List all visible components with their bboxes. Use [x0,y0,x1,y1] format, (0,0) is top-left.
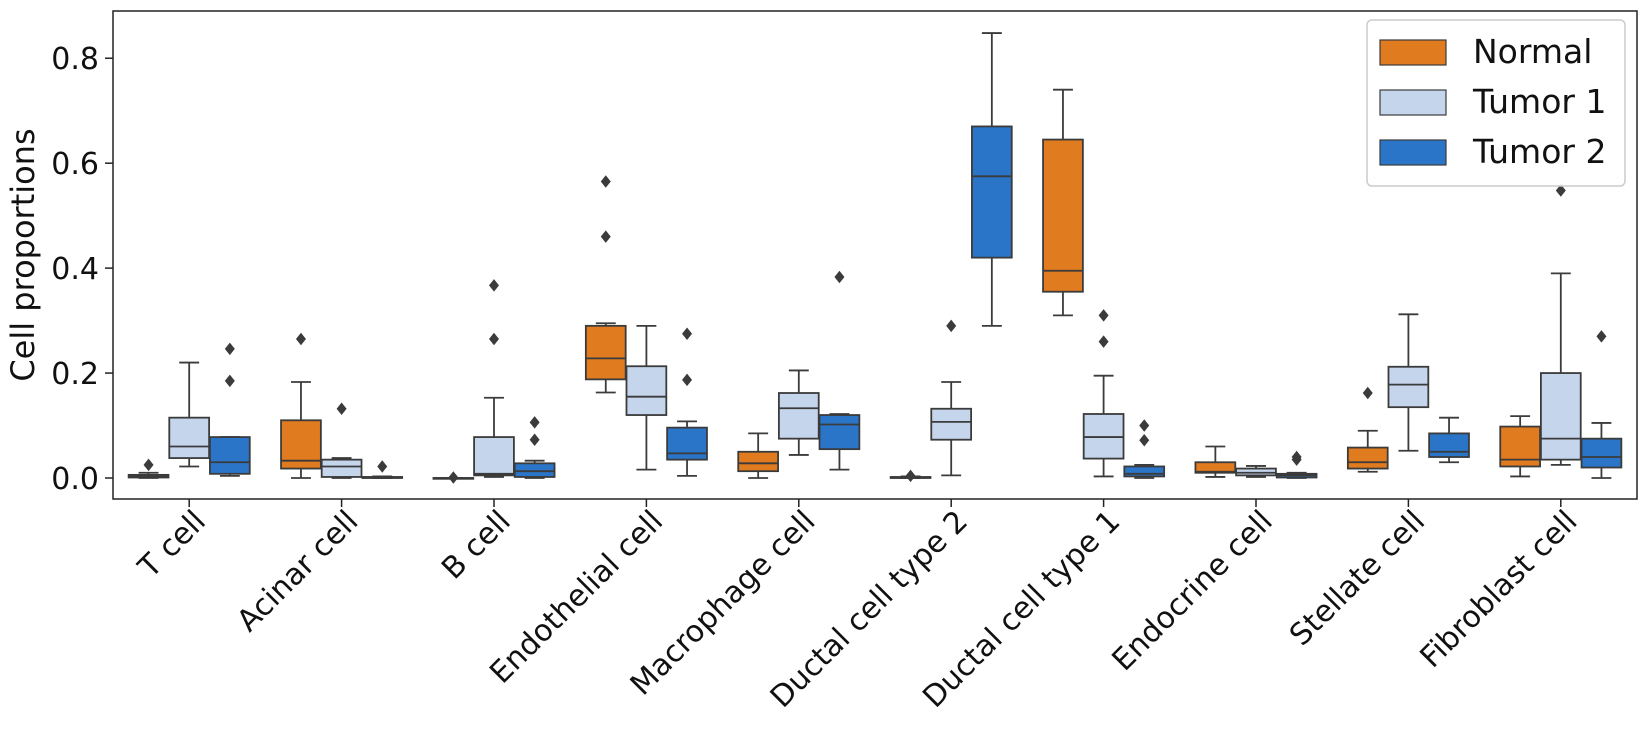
box-iqr [209,436,251,475]
outlier-point [448,471,459,484]
box-iqr [930,407,973,441]
legend-swatch [1379,89,1447,116]
box-iqr [1042,138,1084,293]
box-0-1 [280,332,322,479]
box-0-3 [584,175,627,394]
y-tick-label: 0.8 [51,42,99,77]
outlier-point [489,279,499,292]
box-0-8 [1346,386,1389,473]
box-0-2 [432,471,475,484]
box-1-6 [1082,309,1125,478]
box-2-7 [1275,450,1318,479]
outlier-point [946,319,957,333]
boxes-layer [127,32,1623,484]
box-0-5 [889,469,932,483]
box-iqr [818,414,861,451]
y-tick-label: 0.2 [51,357,99,392]
box-iqr [1580,437,1623,469]
y-axis-title: Cell proportions [4,128,42,381]
legend-label: Tumor 2 [1472,132,1606,171]
legend-swatch [1379,39,1447,66]
box-iqr [737,450,779,473]
legend-swatch [1379,139,1447,166]
box-iqr [584,324,627,381]
box-iqr [1428,432,1470,458]
box-iqr [513,462,556,478]
outlier-point [682,327,693,340]
outlier-point [224,374,235,388]
outlier-point [1098,309,1109,322]
box-0-4 [737,432,779,479]
box-iqr [473,436,515,477]
box-iqr [666,426,708,461]
outlier-point [1291,450,1302,464]
outlier-point [1139,419,1150,432]
outlier-point [1362,386,1373,400]
outlier-point [1098,335,1109,348]
box-iqr [168,416,211,459]
outlier-point [600,175,611,188]
box-2-3 [666,327,708,477]
outlier-point [529,433,540,446]
outlier-point [682,373,693,387]
box-1-0 [168,361,211,468]
box-iqr [1387,365,1430,409]
box-2-6 [1123,419,1166,479]
box-iqr [777,392,820,440]
legend: Normal Tumor 1 Tumor 2 [1366,19,1626,187]
box-iqr [1539,372,1582,461]
box-1-5 [930,319,973,477]
y-tick-label: 0.6 [51,147,99,182]
y-axis: 0.0 0.2 0.4 0.6 0.8 [51,42,113,497]
box-0-7 [1194,445,1237,478]
box-iqr [971,125,1013,259]
y-tick-label: 0.0 [51,462,99,497]
box-1-1 [320,402,363,479]
box-2-4 [818,270,861,471]
outlier-point [1139,433,1150,447]
outlier-point [834,270,845,284]
box-1-7 [1235,465,1277,478]
box-iqr [1346,446,1389,470]
outlier-point [529,416,540,429]
outlier-point [1596,330,1607,343]
box-1-3 [625,324,668,471]
box-1-9 [1539,184,1582,466]
box-iqr [320,458,363,478]
box-iqr [1194,461,1237,474]
box-0-6 [1042,88,1084,317]
box-2-8 [1428,416,1470,464]
outlier-point [336,402,347,415]
outlier-point [600,230,611,243]
box-2-5 [971,32,1013,327]
box-iqr [1123,465,1166,478]
legend-label: Tumor 1 [1472,82,1606,121]
box-iqr [625,365,668,416]
box-1-2 [473,279,515,478]
plot-frame [112,10,1638,500]
outlier-point [377,460,388,473]
box-2-1 [361,460,404,479]
outlier-point [224,342,235,356]
outlier-point [295,332,306,346]
box-1-4 [777,369,820,456]
box-0-0 [127,458,170,479]
y-tick-label: 0.4 [51,252,99,287]
outlier-point [143,458,154,472]
outlier-point [905,469,916,483]
legend-label: Normal [1473,32,1592,71]
box-1-8 [1387,313,1430,452]
box-2-2 [513,416,556,479]
outlier-point [489,332,499,346]
outlier-point [1555,184,1566,197]
box-2-9 [1580,330,1623,479]
box-2-0 [209,342,251,477]
